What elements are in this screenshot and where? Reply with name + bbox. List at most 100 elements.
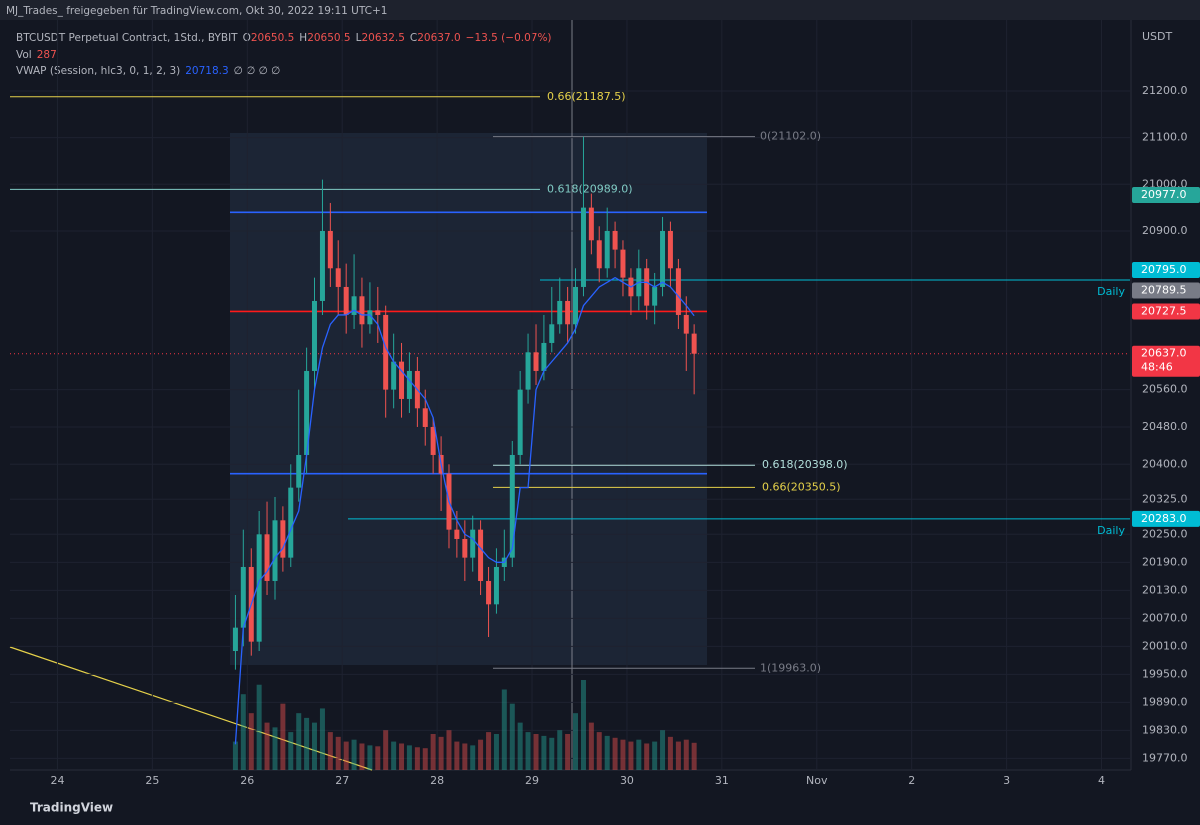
candle-body [588,207,594,241]
candle-body [612,230,618,250]
y-tick-label: 20250.0 [1142,527,1188,540]
volume-bar [620,739,626,770]
x-tick-label: Nov [806,774,828,787]
y-tick-label: 20325.0 [1142,492,1188,505]
price-tag [1132,187,1200,204]
candle-body [319,230,325,301]
candle-body [430,426,436,455]
candle-body [652,286,658,306]
x-tick-label: 28 [430,774,444,787]
y-tick-label: 20010.0 [1142,639,1188,652]
volume-bar [414,747,420,770]
volume-bar [667,736,673,770]
y-tick-label: 20900.0 [1142,224,1188,237]
volume-bar [319,708,325,770]
candle-body [296,454,302,488]
volume-bar [628,741,634,770]
volume-bar [644,743,650,770]
volume-bar [383,730,389,770]
volume-bar [430,734,436,770]
volume-bar [296,713,302,770]
volume-bar [549,737,555,770]
y-tick-label: 20480.0 [1142,420,1188,433]
candle-body [620,249,626,278]
candle-body [596,240,602,269]
candle-body [683,314,689,334]
volume-bar [675,741,681,770]
candle-body [375,310,381,315]
volume-bar [652,741,658,770]
volume-bar [588,722,594,770]
candle-body [422,408,428,427]
y-tick-label: 19950.0 [1142,667,1188,680]
ohlc-value: 20650.5 [251,32,294,44]
top-bar [0,0,1200,20]
candle-body [240,566,246,628]
price-tag [1132,510,1200,527]
volume-bar [596,732,602,770]
candle-body [335,268,341,287]
volume-bar [517,722,523,770]
volume-bar [343,741,349,770]
countdown: 48:46 [1141,361,1173,374]
price-tag-label: 20283.0 [1141,512,1187,525]
candle-body [565,300,571,325]
price-tag-label: 20789.5 [1141,284,1187,297]
volume-bar [391,741,397,770]
volume-bar [351,739,357,770]
candle-body [525,352,531,390]
price-tag-label: 20795.0 [1141,263,1187,276]
candle-body [478,529,484,581]
x-tick-label: 4 [1098,774,1105,787]
level-label: 0.618(20398.0) [762,458,848,471]
volume-bar [359,743,365,770]
volume-bar [304,717,310,770]
volume-bar [248,713,254,770]
y-tick-label: 20190.0 [1142,555,1188,568]
range-box [230,133,707,665]
price-tag-label: 20977.0 [1141,188,1187,201]
volume-bar [691,742,697,770]
candle-body [486,580,492,605]
level-label: Daily [1097,285,1125,298]
volume-bar [367,745,373,770]
ohlc-value: 20650.5 [307,32,350,44]
volume-bar [335,736,341,770]
candle-body [644,268,650,306]
candle-body [470,529,476,558]
price-tag-label: 20727.5 [1141,304,1187,317]
publisher: MJ_Trades_ freigegeben für TradingView.c… [6,5,387,17]
vwap-tail: ∅ ∅ ∅ ∅ [234,65,281,77]
candle-body [691,333,697,354]
volume-bar [264,722,270,770]
vwap-line [234,276,695,745]
x-tick-label: 3 [1003,774,1010,787]
y-tick-label: 19890.0 [1142,695,1188,708]
candle-body [264,534,270,581]
x-tick-label: 29 [525,774,539,787]
volume-bar [470,745,476,770]
x-tick-label: 30 [620,774,634,787]
level-label: 1(19963.0) [760,661,821,674]
candle-body [660,230,666,287]
candle-body [541,342,547,371]
level-label: 0.618(20989.0) [547,182,633,195]
volume-bar [612,737,618,770]
volume-bar [438,736,444,770]
vwap-title: VWAP (Session, hlc3, 0, 1, 2, 3) [16,65,180,77]
legend-vwap: VWAP (Session, hlc3, 0, 1, 2, 3) 20718.3 ∅… [16,65,280,77]
volume-bar [486,732,492,770]
volume-bar [604,735,610,770]
volume-bar [557,730,563,770]
volume-bar [406,745,412,770]
volume-bar [478,739,484,770]
candle-body [359,296,365,325]
legend-volume: Vol 287 [16,49,57,61]
volume-bar [573,713,579,770]
change: −13.5 (−0.07%) [466,32,552,44]
candle-body [399,361,405,399]
y-tick-label: 21200.0 [1142,84,1188,97]
volume-bar [256,684,262,770]
volume-bar [525,732,531,770]
volume-bar [683,739,689,770]
